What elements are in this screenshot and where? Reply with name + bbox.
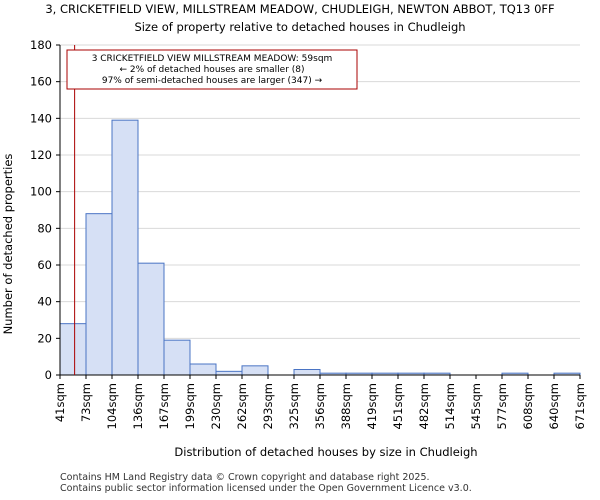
annotation-rect [66, 49, 358, 90]
x-tick-label: 230sqm [209, 383, 223, 429]
y-axis: 0 20 40 60 80 100 120 140 160 180 [30, 38, 61, 382]
x-tick-label: 451sqm [391, 383, 405, 429]
bar-230sqm [215, 370, 243, 376]
y-tick-label: 0 [45, 368, 52, 382]
x-tick-label: 545sqm [469, 383, 483, 429]
y-tick-label: 100 [30, 185, 52, 199]
y-tick-label: 20 [37, 331, 52, 345]
x-tick-label: 671sqm [573, 383, 587, 429]
x-tick-label: 104sqm [105, 383, 119, 429]
y-axis-label: Number of detached properties [1, 154, 15, 335]
x-tick-label: 514sqm [443, 383, 457, 429]
footer-licence: Contains public sector information licen… [60, 483, 472, 494]
annotation-line-2: ← 2% of detached houses are smaller (8) [119, 65, 304, 75]
x-axis-label: Distribution of detached houses by size … [174, 445, 477, 459]
y-tick-label: 40 [37, 295, 52, 309]
y-tick-label: 80 [37, 221, 52, 235]
chart-subtitle: Size of property relative to detached ho… [134, 20, 465, 34]
annotation-line-3: 97% of semi-detached houses are larger (… [102, 76, 323, 86]
y-tick-label: 180 [30, 38, 52, 52]
x-tick-label: 482sqm [417, 383, 431, 429]
x-tick-label: 356sqm [313, 383, 327, 429]
x-tick-label: 608sqm [521, 383, 535, 429]
footer-copyright: Contains HM Land Registry data © Crown c… [60, 472, 430, 483]
x-tick-label: 419sqm [365, 383, 379, 429]
bar-136sqm [137, 262, 165, 376]
bar-104sqm [111, 119, 139, 376]
x-tick-label: 640sqm [547, 383, 561, 429]
x-tick-label: 293sqm [261, 383, 275, 429]
bar-41sqm [59, 323, 87, 376]
x-tick-label: 262sqm [235, 383, 249, 429]
y-tick-label: 60 [37, 258, 52, 272]
bars-group [59, 119, 581, 376]
x-tick-label: 325sqm [287, 383, 301, 429]
bar-167sqm [163, 339, 191, 376]
annotation-box: 3 CRICKETFIELD VIEW MILLSTREAM MEADOW: 5… [66, 49, 358, 90]
y-tick-label: 140 [30, 111, 52, 125]
annotation-line-1: 3 CRICKETFIELD VIEW MILLSTREAM MEADOW: 5… [92, 54, 333, 64]
chart-title: 3, CRICKETFIELD VIEW, MILLSTREAM MEADOW,… [45, 2, 554, 16]
bar-262sqm [241, 365, 269, 376]
x-tick-label: 388sqm [339, 383, 353, 429]
x-tick-label: 136sqm [131, 383, 145, 429]
bar-325sqm [293, 369, 321, 376]
x-tick-label: 167sqm [157, 383, 171, 429]
x-axis: 41sqm 73sqm 104sqm 136sqm 167sqm 199sqm 230sqm… [53, 374, 587, 429]
bar-199sqm [189, 363, 217, 376]
x-tick-label: 41sqm [53, 383, 67, 422]
x-tick-label: 577sqm [495, 383, 509, 429]
y-tick-label: 120 [30, 148, 52, 162]
x-tick-label: 199sqm [183, 383, 197, 429]
bar-73sqm [85, 213, 113, 376]
y-tick-label: 160 [30, 75, 52, 89]
x-tick-label: 73sqm [79, 383, 93, 422]
